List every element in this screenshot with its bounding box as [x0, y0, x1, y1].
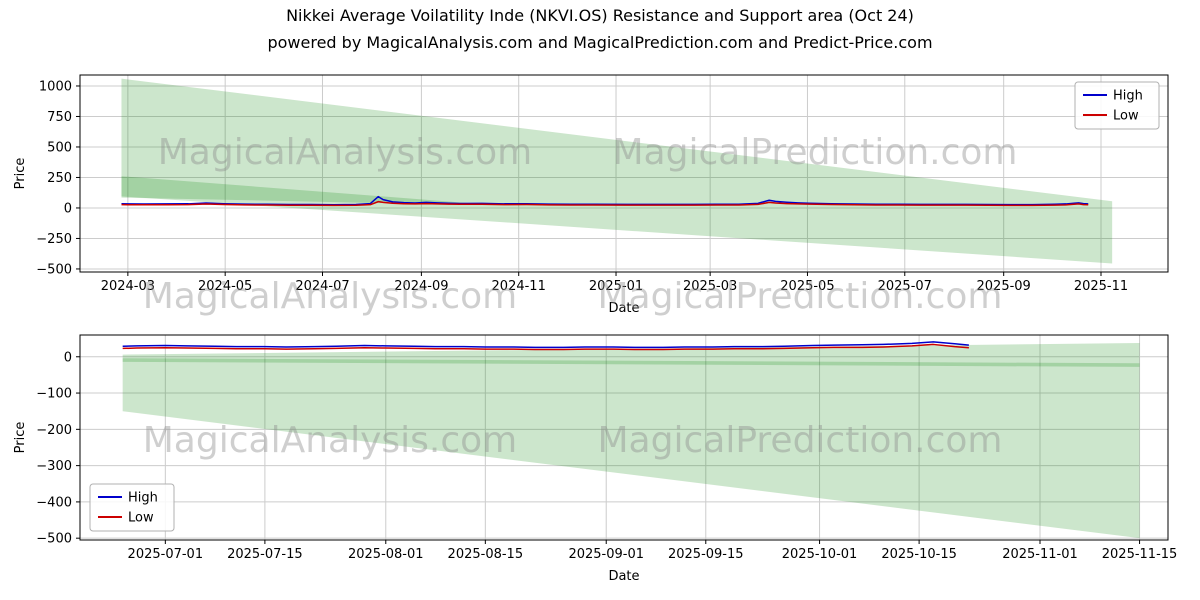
y-tick-label: −100	[36, 387, 72, 402]
series-line-high	[122, 341, 969, 349]
figure-title: Nikkei Average Voilatility Inde (NKVI.OS…	[286, 6, 914, 25]
y-tick-label: 750	[47, 110, 72, 125]
x-tick-label: 2025-09-01	[568, 547, 644, 562]
x-tick-label: 2024-07	[295, 279, 349, 294]
y-axis-label: Price	[13, 158, 28, 190]
support-resistance-band	[121, 78, 1113, 264]
support-resistance-band	[121, 176, 470, 205]
legend-box	[89, 483, 175, 532]
x-tick-label: 2025-11	[1074, 279, 1128, 294]
x-axis-label: Date	[608, 301, 639, 316]
x-tick-label: 2025-08-15	[448, 547, 524, 562]
x-axis-label: Date	[608, 569, 639, 584]
x-tick-label: 2025-08-01	[348, 547, 424, 562]
series-line-low	[121, 200, 1089, 207]
legend-box	[1074, 81, 1160, 130]
watermark-text: MagicalAnalysis.com	[143, 276, 517, 317]
y-tick-label: −250	[36, 232, 72, 247]
figure-subtitle: powered by MagicalAnalysis.com and Magic…	[267, 33, 933, 52]
subplot-1: 2024-03 2024-05 2024-07 2024-09 2024-11 2025-…	[13, 74, 1169, 316]
y-tick-label: −400	[36, 495, 72, 510]
y-tick-label: −500	[36, 262, 72, 277]
y-tick-label: 500	[47, 140, 72, 155]
x-tick-label: 2024-11	[492, 279, 546, 294]
y-tick-label: −300	[36, 459, 72, 474]
x-tick-label: 2025-07	[878, 279, 932, 294]
y-tick-label: 250	[47, 171, 72, 186]
series-line-low	[122, 343, 969, 351]
y-tick-label: 1000	[39, 79, 72, 94]
x-tick-label: 2025-10-15	[881, 547, 957, 562]
x-tick-label: 2025-10-01	[782, 547, 858, 562]
y-axis-label: Price	[13, 422, 28, 454]
watermark-text: MagicalPrediction.com	[613, 132, 1018, 173]
watermark-text: MagicalAnalysis.com	[158, 132, 532, 173]
subplot-2: 2025-07-01 2025-07-15 2025-08-01 2025-08-15…	[13, 334, 1178, 584]
x-tick-label: 2025-11-15	[1102, 547, 1178, 562]
legend-label: Low	[128, 511, 154, 526]
support-resistance-band	[122, 342, 1140, 367]
legend-label: High	[1113, 89, 1143, 104]
x-tick-label: 2025-01	[589, 279, 643, 294]
support-resistance-band	[122, 358, 1140, 539]
x-tick-label: 2025-09-15	[668, 547, 744, 562]
x-tick-label: 2024-09	[394, 279, 448, 294]
x-tick-label: 2025-07-15	[227, 547, 303, 562]
y-tick-label: −200	[36, 423, 72, 438]
y-tick-label: −500	[36, 532, 72, 547]
watermark-text: MagicalPrediction.com	[598, 276, 1003, 317]
axes-frame	[79, 74, 1169, 273]
watermark-text: MagicalAnalysis.com	[143, 420, 517, 461]
y-tick-label: 0	[64, 201, 72, 216]
x-tick-label: 2025-11-01	[1002, 547, 1078, 562]
x-tick-label: 2025-07-01	[128, 547, 204, 562]
x-tick-label: 2025-03	[683, 279, 737, 294]
x-tick-label: 2024-05	[198, 279, 252, 294]
legend-label: High	[128, 491, 158, 506]
x-tick-label: 2025-05	[780, 279, 834, 294]
axes-frame	[79, 334, 1169, 541]
x-tick-label: 2025-09	[977, 279, 1031, 294]
y-tick-label: 0	[64, 350, 72, 365]
watermark-text: MagicalPrediction.com	[598, 420, 1003, 461]
x-tick-label: 2024-03	[101, 279, 155, 294]
legend-label: Low	[1113, 109, 1139, 124]
legend: High Low	[1074, 81, 1160, 130]
legend: High Low	[89, 483, 175, 532]
